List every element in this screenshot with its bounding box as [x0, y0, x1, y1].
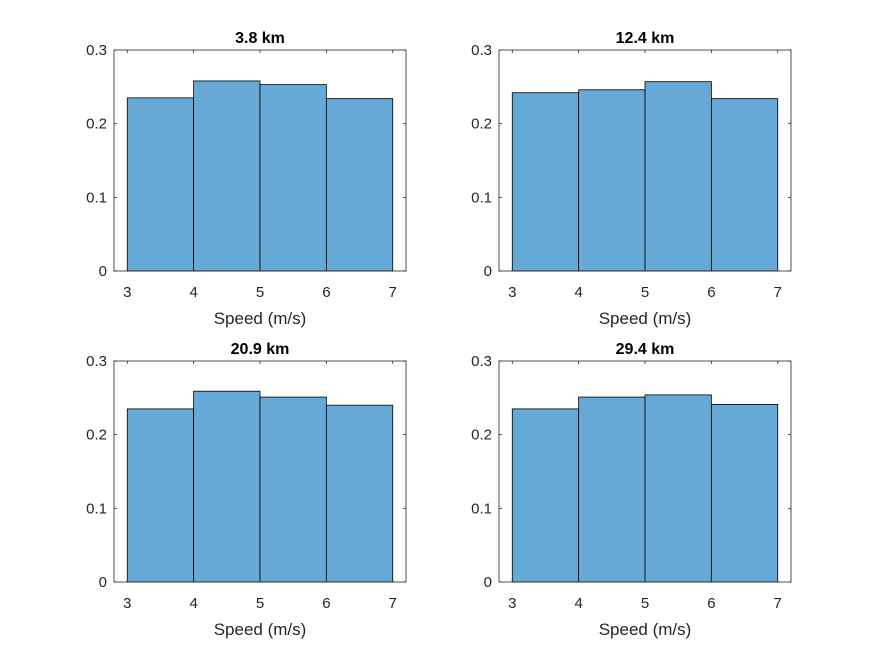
histogram-bar: [578, 396, 646, 583]
x-tick-label: 7: [389, 595, 397, 612]
histogram-bar: [325, 98, 394, 272]
chart-title: 12.4 km: [616, 30, 675, 47]
x-tick-label: 4: [189, 595, 197, 612]
y-tick-label: 0.2: [471, 116, 492, 133]
histogram-bar: [710, 404, 779, 583]
y-tick-label: 0.3: [471, 42, 492, 59]
x-axis-label: Speed (m/s): [214, 620, 307, 639]
y-tick-label: 0.1: [471, 500, 492, 517]
histogram-bar: [325, 404, 394, 583]
x-tick-label: 5: [641, 595, 649, 612]
histogram-bar: [193, 80, 261, 272]
y-tick-label: 0.2: [86, 116, 107, 133]
y-tick-label: 0: [484, 263, 492, 280]
x-tick-label: 5: [256, 595, 264, 612]
x-axis-label: Speed (m/s): [214, 309, 307, 328]
x-axis-label: Speed (m/s): [599, 620, 692, 639]
y-tick-label: 0.3: [86, 42, 107, 59]
subplot-3: 3 4 5 6 7 0 0.1 0.2 0.3 20.9 km Speed (m/s): [86, 341, 407, 639]
histogram-bar: [511, 92, 580, 272]
histogram-bar: [644, 81, 712, 272]
y-tick-label: 0.3: [471, 353, 492, 370]
x-tick-label: 5: [256, 284, 264, 301]
histogram-bar: [193, 390, 261, 583]
x-tick-label: 7: [389, 284, 397, 301]
histogram-bar: [259, 84, 327, 272]
x-tick-label: 4: [574, 595, 582, 612]
y-tick-label: 0.2: [86, 427, 107, 444]
x-tick-label: 7: [774, 595, 782, 612]
x-tick-label: 7: [774, 284, 782, 301]
chart-title: 29.4 km: [616, 341, 675, 358]
chart-title: 3.8 km: [235, 30, 285, 47]
y-tick-label: 0: [99, 574, 107, 591]
histogram-bar: [259, 396, 327, 583]
x-tick-label: 6: [707, 284, 715, 301]
x-tick-label: 4: [574, 284, 582, 301]
x-tick-label: 6: [322, 595, 330, 612]
histogram-bar: [511, 408, 580, 583]
histogram-bar: [126, 408, 195, 583]
y-tick-label: 0: [99, 263, 107, 280]
x-tick-label: 5: [641, 284, 649, 301]
y-tick-label: 0.3: [86, 353, 107, 370]
y-tick-label: 0.1: [86, 189, 107, 206]
x-tick-label: 3: [508, 595, 516, 612]
histogram-bar: [126, 97, 195, 272]
histogram-bar: [644, 394, 712, 583]
y-tick-label: 0.1: [86, 500, 107, 517]
x-tick-label: 3: [123, 595, 131, 612]
y-tick-label: 0.1: [471, 189, 492, 206]
x-tick-label: 4: [189, 284, 197, 301]
x-tick-label: 3: [508, 284, 516, 301]
subplot-1: 3 4 5 6 7 0 0.1 0.2 0.3 3.8 km Speed (m/s): [86, 30, 407, 328]
x-tick-label: 6: [707, 595, 715, 612]
y-tick-label: 0: [484, 574, 492, 591]
x-tick-label: 3: [123, 284, 131, 301]
chart-title: 20.9 km: [231, 341, 290, 358]
histogram-bar: [710, 98, 779, 272]
subplot-4: 3 4 5 6 7 0 0.1 0.2 0.3 29.4 km Speed (m/s): [471, 341, 792, 639]
y-tick-label: 0.2: [471, 427, 492, 444]
x-tick-label: 6: [322, 284, 330, 301]
subplot-2: 3 4 5 6 7 0 0.1 0.2 0.3 12.4 km Speed (m/s): [471, 30, 792, 328]
x-axis-label: Speed (m/s): [599, 309, 692, 328]
histogram-bar: [578, 89, 646, 272]
